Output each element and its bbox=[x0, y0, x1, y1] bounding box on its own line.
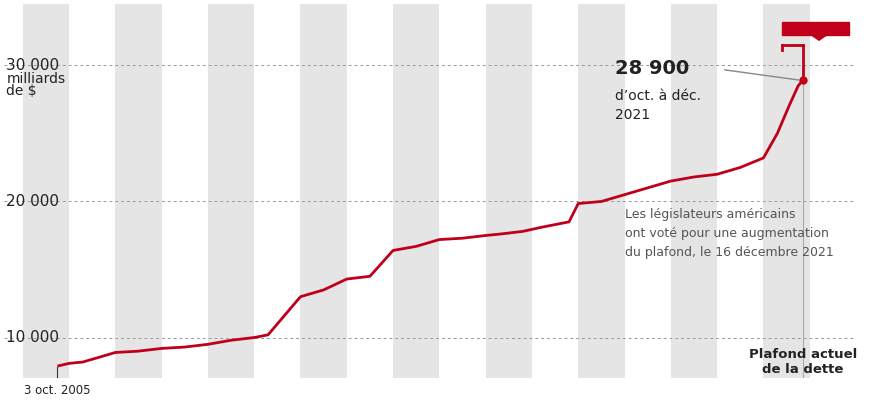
Text: d’oct. à déc.
2021: d’oct. à déc. 2021 bbox=[615, 88, 701, 122]
Text: Les législateurs américains
ont voté pour une augmentation
du plafond, le 16 déc: Les législateurs américains ont voté pou… bbox=[624, 208, 834, 259]
Text: 28 900: 28 900 bbox=[615, 59, 690, 78]
Bar bbox=[671, 4, 717, 378]
Text: 10 000: 10 000 bbox=[6, 330, 59, 345]
Text: 30 000: 30 000 bbox=[6, 58, 60, 73]
Bar bbox=[764, 4, 810, 378]
Text: de $: de $ bbox=[6, 84, 37, 98]
Bar bbox=[578, 4, 624, 378]
Bar bbox=[116, 4, 162, 378]
Text: Plafond actuel
de la dette: Plafond actuel de la dette bbox=[749, 348, 857, 376]
Text: milliards: milliards bbox=[6, 72, 65, 86]
Bar bbox=[23, 4, 69, 378]
Bar bbox=[856, 4, 883, 378]
Polygon shape bbox=[812, 36, 826, 40]
Bar bbox=[782, 22, 849, 36]
Bar bbox=[393, 4, 440, 378]
Bar bbox=[486, 4, 532, 378]
Bar bbox=[208, 4, 254, 378]
Bar bbox=[300, 4, 347, 378]
Text: 3 oct. 2005: 3 oct. 2005 bbox=[24, 384, 91, 397]
Text: 20 000: 20 000 bbox=[6, 194, 59, 209]
